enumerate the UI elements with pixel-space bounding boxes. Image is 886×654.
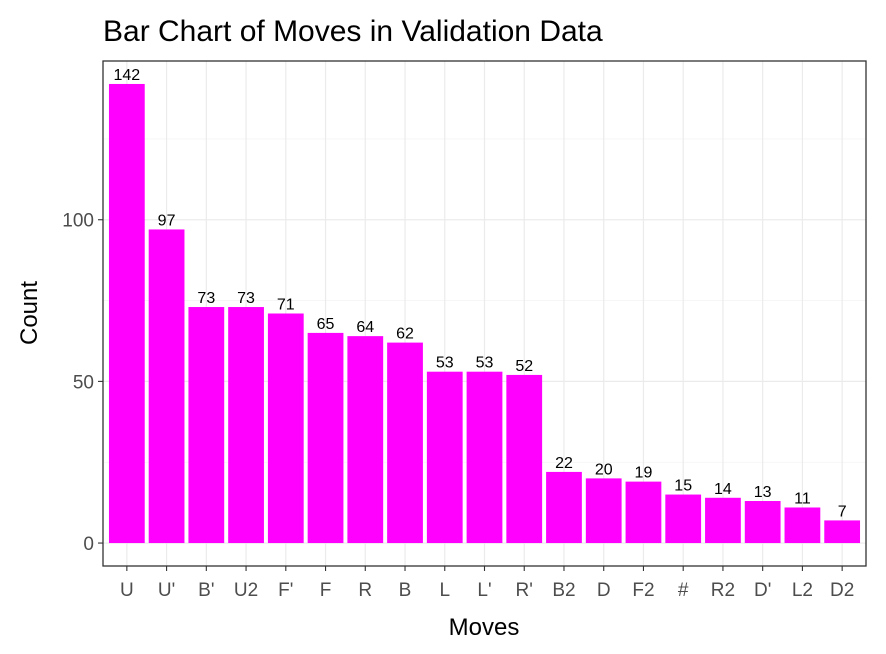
x-tick-label: F	[320, 580, 332, 601]
x-tick-label: U'	[158, 580, 175, 601]
bar-value-label: 64	[356, 319, 374, 336]
bar-value-label: 73	[197, 290, 215, 307]
x-tick-label: D2	[830, 580, 854, 601]
bar	[347, 336, 384, 544]
data-labels: 142 97 73 73 71 65 64 62 53 53 52 22 20 19 15 14 13 11 7	[113, 67, 846, 520]
bar	[824, 520, 861, 544]
x-axis-title: Moves	[449, 614, 520, 641]
x-tick-label: U2	[234, 580, 258, 601]
x-tick-label: F'	[278, 580, 293, 601]
x-tick-label: F2	[632, 580, 654, 601]
bar-value-label: 52	[515, 358, 533, 375]
bar-value-label: 53	[476, 355, 494, 372]
bar	[426, 371, 463, 544]
x-tick-label: R2	[711, 580, 735, 601]
y-tick-label: 100	[62, 211, 94, 232]
bar	[307, 332, 344, 544]
x-tick-label: B	[399, 580, 412, 601]
bar-value-label: 19	[635, 465, 653, 482]
x-tick-label: B'	[198, 580, 214, 601]
bar-value-label: 20	[595, 461, 613, 478]
x-axis: U U' B' U2 F' F R B L L' R' B2 D F2 # R2 D' L2 D2	[120, 566, 854, 601]
y-tick-label: 50	[73, 372, 94, 393]
bar	[506, 374, 543, 544]
bar	[387, 342, 423, 544]
bar	[784, 507, 821, 544]
bar-value-label: 14	[714, 481, 732, 498]
bar	[148, 229, 185, 544]
bar-value-label: 62	[396, 326, 414, 343]
bar	[188, 307, 225, 544]
bar	[705, 497, 741, 544]
bar-value-label: 71	[277, 297, 295, 314]
bar	[625, 481, 662, 544]
x-tick-label: B2	[552, 580, 575, 601]
x-tick-label: L2	[792, 580, 813, 601]
bar	[228, 307, 264, 544]
y-tick-label: 0	[83, 534, 94, 555]
x-tick-label: U	[120, 580, 134, 601]
chart-title: Bar Chart of Moves in Validation Data	[103, 15, 603, 48]
bar-value-label: 13	[754, 484, 772, 501]
x-tick-label: L	[439, 580, 450, 601]
x-tick-label: #	[678, 580, 689, 601]
bar	[546, 471, 582, 544]
x-tick-label: D	[597, 580, 611, 601]
x-tick-label: L'	[477, 580, 491, 601]
y-axis: 0 50 100	[62, 211, 103, 555]
bar-value-label: 65	[317, 316, 335, 333]
bars	[108, 83, 861, 544]
bar-value-label: 22	[555, 455, 573, 472]
bar-value-label: 97	[158, 212, 176, 229]
bar	[267, 313, 304, 544]
bar-value-label: 53	[436, 355, 454, 372]
bar-value-label: 7	[838, 503, 847, 520]
x-tick-label: D'	[754, 580, 771, 601]
bar	[466, 371, 503, 544]
y-axis-title: Count	[16, 281, 43, 345]
bar	[108, 83, 145, 544]
bar	[665, 494, 702, 544]
bar-value-label: 15	[674, 478, 692, 495]
bar-value-label: 73	[237, 290, 255, 307]
bar	[744, 501, 781, 544]
x-tick-label: R'	[516, 580, 533, 601]
bar	[585, 478, 622, 544]
x-tick-label: R	[358, 580, 372, 601]
bar-value-label: 11	[794, 490, 811, 507]
bar-value-label: 142	[113, 67, 140, 84]
